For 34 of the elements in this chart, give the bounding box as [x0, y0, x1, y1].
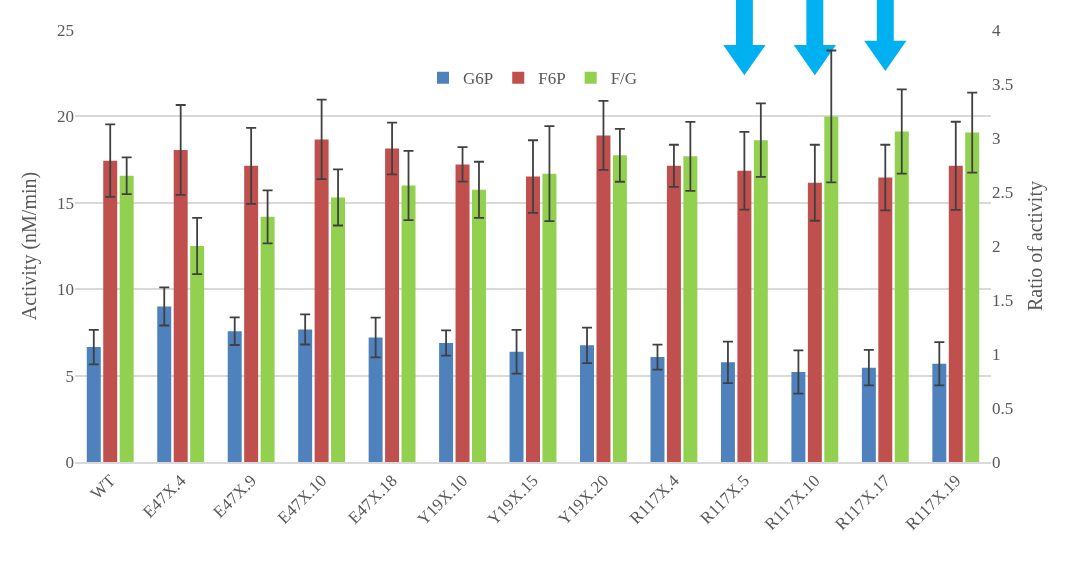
- bar: [720, 362, 735, 462]
- bar: [227, 331, 242, 462]
- bar: [932, 363, 947, 462]
- legend-label: F6P: [538, 69, 566, 89]
- y2-tick-label: 3: [992, 128, 1001, 148]
- y-tick-label: 10: [57, 280, 74, 300]
- legend-label: G6P: [463, 69, 494, 89]
- y2-tick-label: 0: [992, 452, 1001, 472]
- y2-tick-label: 1: [992, 344, 1001, 364]
- bar: [580, 345, 595, 462]
- bar: [509, 351, 524, 462]
- bar: [861, 367, 876, 462]
- legend-label: F/G: [610, 69, 638, 89]
- y2-tick-label: 3.5: [992, 74, 1014, 94]
- y-tick-label: 0: [65, 452, 74, 472]
- y2-axis-title: Ratio of activity: [1023, 181, 1047, 311]
- bar: [298, 329, 313, 462]
- bar: [791, 371, 806, 462]
- bar: [439, 342, 454, 462]
- y-tick-label: 25: [57, 20, 74, 40]
- bar: [157, 306, 172, 462]
- y-tick-label: 15: [57, 193, 74, 213]
- y-tick-label: 5: [65, 366, 74, 386]
- y-axis-title: Activity (nM/min): [17, 171, 41, 321]
- bar: [86, 347, 101, 462]
- y2-tick-label: 2: [992, 236, 1001, 256]
- y2-tick-label: 4: [992, 20, 1001, 40]
- bar: [650, 357, 665, 462]
- bar: [368, 337, 383, 462]
- y2-tick-label: 0.5: [992, 398, 1014, 418]
- y2-tick-label: 1.5: [992, 290, 1014, 310]
- x-tick-label: WT: [86, 470, 120, 504]
- y-tick-label: 20: [57, 107, 74, 127]
- y2-tick-label: 2.5: [992, 182, 1014, 202]
